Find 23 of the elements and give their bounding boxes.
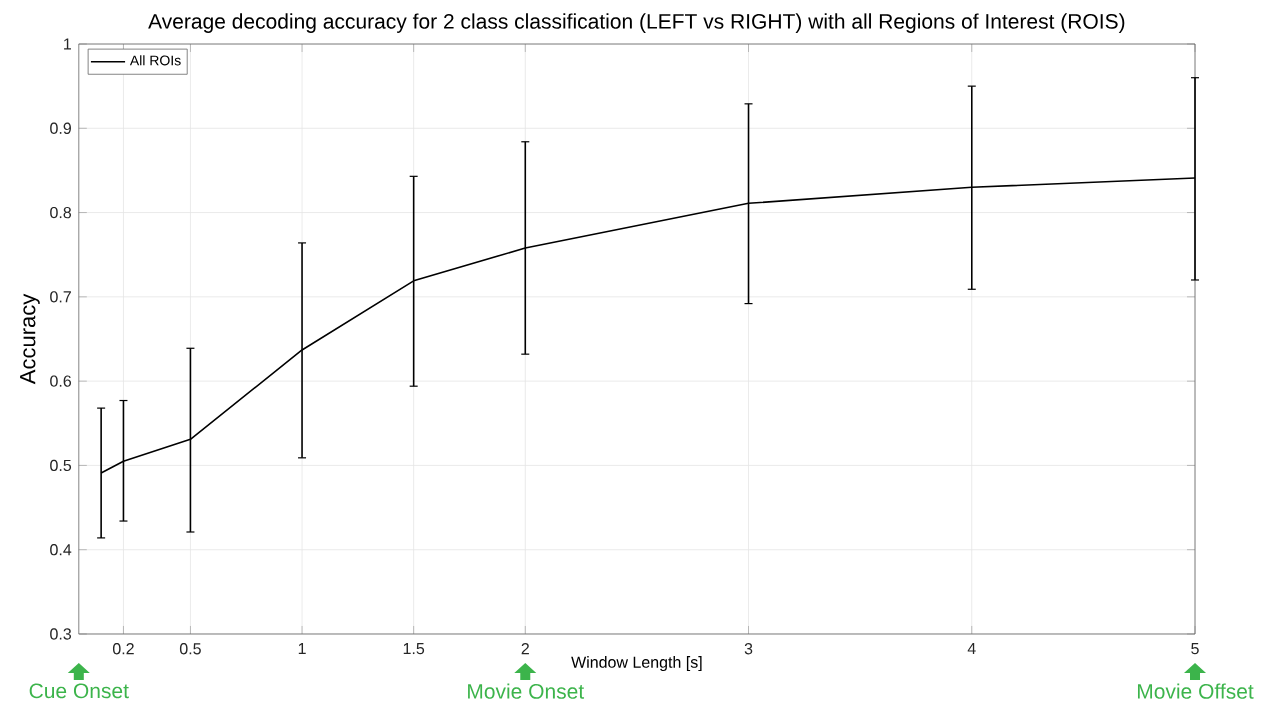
x-tick-label: 0.5 — [179, 643, 201, 655]
x-tick-label: 3 — [744, 643, 753, 655]
text: Movie Onset — [468, 683, 585, 699]
x-tick-label: 4 — [967, 643, 976, 655]
legend-label: All ROIs — [129, 55, 181, 66]
y-tick-label: 1 — [64, 38, 71, 50]
y-tick-label: 0.8 — [50, 206, 72, 219]
text: Movie Offset — [1137, 683, 1254, 699]
y-tick-label: 0.5 — [50, 459, 72, 472]
y-tick-label: 0.7 — [50, 291, 71, 303]
y-tick-label: 0.9 — [50, 122, 71, 134]
y-tick-label: 0.4 — [50, 544, 72, 556]
y-tick-label: 0.6 — [50, 375, 72, 387]
x-tick-label: 5 — [1191, 643, 1199, 655]
y-axis-title: Accuracy — [20, 293, 40, 385]
chart-title: Average decoding accuracy for 2 class classification (LEFT vs RIGHT) with all Regions of Interest (ROIS) — [148, 13, 1125, 33]
y-tick-label: 0.3 — [50, 628, 72, 640]
x-tick-label: 1.5 — [403, 643, 425, 655]
x-axis-title: Window Length [s] — [571, 656, 702, 672]
x-tick-label: 0.2 — [112, 643, 134, 655]
text: Cue Onset — [29, 683, 129, 699]
x-tick-label: 2 — [521, 643, 529, 655]
x-tick-label: 1 — [298, 643, 306, 655]
